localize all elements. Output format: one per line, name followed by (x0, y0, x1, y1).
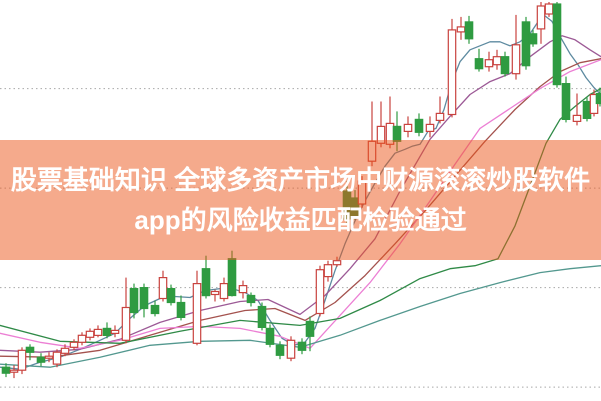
ma-maroon (0, 58, 601, 358)
headline-line-2: app的风险收益匹配检验通过 (134, 205, 467, 235)
ma-magenta (0, 59, 601, 349)
headline-line-1: 股票基础知识 全球多资产市场中财源滚滚炒股软件 (10, 165, 591, 195)
ma-slow-teal (0, 265, 601, 368)
ma-green (0, 87, 601, 344)
headline-overlay-band: 股票基础知识 全球多资产市场中财源滚滚炒股软件 app的风险收益匹配检验通过 (0, 140, 601, 260)
